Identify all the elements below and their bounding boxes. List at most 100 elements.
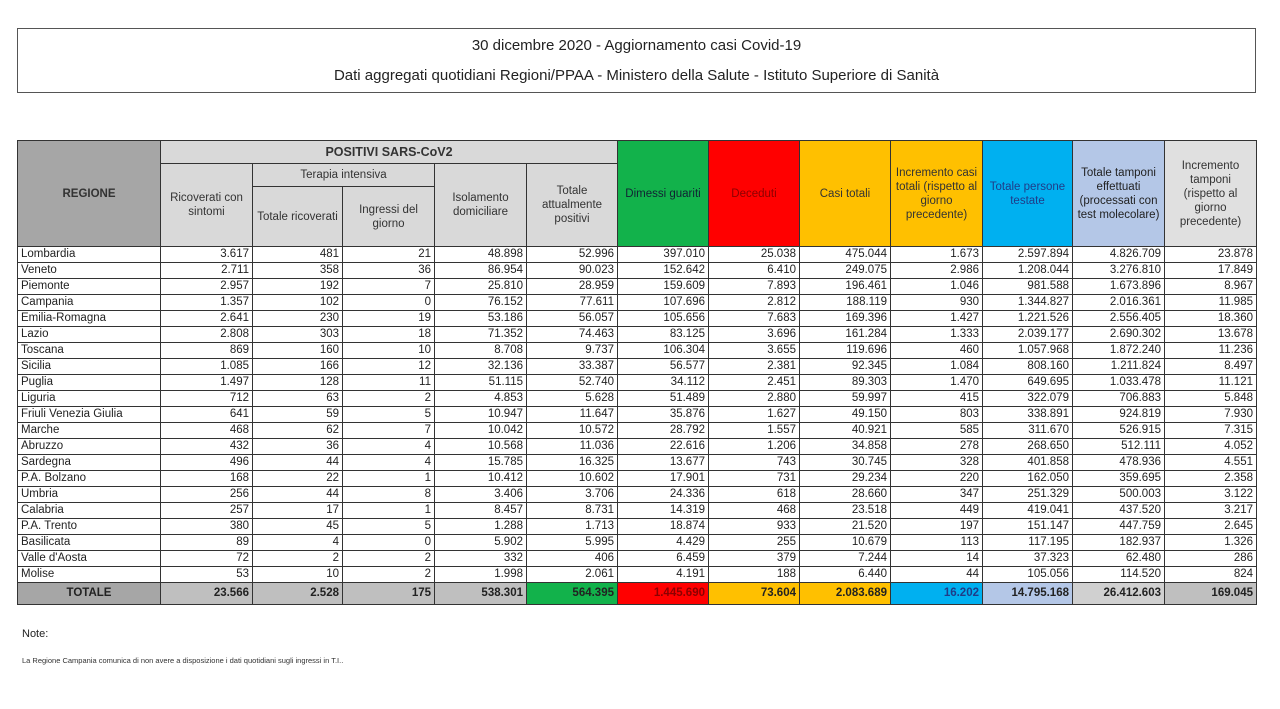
value-cell: 401.858: [982, 454, 1073, 471]
value-cell: 26.412.603: [1072, 582, 1165, 605]
value-cell: 7.315: [1164, 422, 1257, 439]
value-cell: 0: [342, 534, 435, 551]
region-cell: Valle d'Aosta: [17, 550, 161, 567]
value-cell: 3.706: [526, 486, 618, 503]
region-cell: Abruzzo: [17, 438, 161, 455]
value-cell: 23.566: [160, 582, 253, 605]
table-row: Abruzzo 432 36 4 10.568 11.036 22.616 1.206 34.8…: [17, 438, 1257, 455]
value-cell: 10: [342, 342, 435, 359]
table-row: Piemonte 2.957 192 7 25.810 28.959 159.609 7.89…: [17, 278, 1257, 295]
value-cell: 169.396: [799, 310, 891, 327]
value-cell: 2.451: [708, 374, 800, 391]
value-cell: 25.810: [434, 278, 527, 295]
table-row: P.A. Trento 380 45 5 1.288 1.713 18.874 933 21.5…: [17, 518, 1257, 535]
value-cell: 49.150: [799, 406, 891, 423]
value-cell: 1.344.827: [982, 294, 1073, 311]
header-dimessi: Dimessi guariti: [617, 140, 709, 247]
value-cell: 869: [160, 342, 253, 359]
value-cell: 981.588: [982, 278, 1073, 295]
region-cell: Basilicata: [17, 534, 161, 551]
value-cell: 2: [342, 550, 435, 567]
table-row: Puglia 1.497 128 11 51.115 52.740 34.112 2.451 8…: [17, 374, 1257, 391]
value-cell: 160: [252, 342, 343, 359]
table-row: Campania 1.357 102 0 76.152 77.611 107.696 2.81…: [17, 294, 1257, 311]
value-cell: 358: [252, 262, 343, 279]
value-cell: 5.995: [526, 534, 618, 551]
value-cell: 152.642: [617, 262, 709, 279]
value-cell: 35.876: [617, 406, 709, 423]
header-deceduti: Deceduti: [708, 140, 800, 247]
table-row: Emilia-Romagna 2.641 230 19 53.186 56.057 105.…: [17, 310, 1257, 327]
value-cell: 34.858: [799, 438, 891, 455]
value-cell: 52.740: [526, 374, 618, 391]
value-cell: 107.696: [617, 294, 709, 311]
value-cell: 11.236: [1164, 342, 1257, 359]
value-cell: 17.849: [1164, 262, 1257, 279]
value-cell: 1.206: [708, 438, 800, 455]
region-cell: P.A. Trento: [17, 518, 161, 535]
header-terapia-intensiva: Terapia intensiva: [252, 163, 435, 187]
value-cell: 311.670: [982, 422, 1073, 439]
region-cell: TOTALE: [17, 582, 161, 605]
value-cell: 166: [252, 358, 343, 375]
value-cell: 2.711: [160, 262, 253, 279]
value-cell: 169.045: [1164, 582, 1257, 605]
value-cell: 33.387: [526, 358, 618, 375]
region-cell: Puglia: [17, 374, 161, 391]
header-casi-totali: Casi totali: [799, 140, 891, 247]
value-cell: 564.395: [526, 582, 618, 605]
value-cell: 119.696: [799, 342, 891, 359]
value-cell: 2.957: [160, 278, 253, 295]
value-cell: 268.650: [982, 438, 1073, 455]
value-cell: 2.358: [1164, 470, 1257, 487]
value-cell: 1.872.240: [1072, 342, 1165, 359]
value-cell: 36: [342, 262, 435, 279]
value-cell: 19: [342, 310, 435, 327]
region-cell: Friuli Venezia Giulia: [17, 406, 161, 423]
value-cell: 1.673.896: [1072, 278, 1165, 295]
table-row: Marche 468 62 7 10.042 10.572 28.792 1.557 40.92…: [17, 422, 1257, 439]
table-body: Lombardia 3.617 481 21 48.898 52.996 397.010 25…: [17, 246, 1257, 605]
region-cell: Sicilia: [17, 358, 161, 375]
value-cell: 23.518: [799, 502, 891, 519]
value-cell: 2.528: [252, 582, 343, 605]
value-cell: 73.604: [708, 582, 800, 605]
value-cell: 23.878: [1164, 246, 1257, 263]
value-cell: 3.696: [708, 326, 800, 343]
value-cell: 379: [708, 550, 800, 567]
value-cell: 8.731: [526, 502, 618, 519]
value-cell: 230: [252, 310, 343, 327]
value-cell: 10.568: [434, 438, 527, 455]
region-cell: Calabria: [17, 502, 161, 519]
value-cell: 2.556.405: [1072, 310, 1165, 327]
value-cell: 5: [342, 518, 435, 535]
value-cell: 7.893: [708, 278, 800, 295]
value-cell: 347: [890, 486, 983, 503]
value-cell: 102: [252, 294, 343, 311]
value-cell: 8.967: [1164, 278, 1257, 295]
table-row: P.A. Bolzano 168 22 1 10.412 10.602 17.901 731 2…: [17, 470, 1257, 487]
value-cell: 1.221.526: [982, 310, 1073, 327]
value-cell: 7.683: [708, 310, 800, 327]
value-cell: 188.119: [799, 294, 891, 311]
value-cell: 196.461: [799, 278, 891, 295]
table-row: Sardegna 496 44 4 15.785 16.325 13.677 743 30.74…: [17, 454, 1257, 471]
value-cell: 114.520: [1072, 566, 1165, 583]
value-cell: 924.819: [1072, 406, 1165, 423]
region-cell: Sardegna: [17, 454, 161, 471]
value-cell: 2.645: [1164, 518, 1257, 535]
value-cell: 28.792: [617, 422, 709, 439]
value-cell: 28.660: [799, 486, 891, 503]
totals-row: TOTALE 23.566 2.528 175 538.301 564.395 1.445.…: [17, 582, 1257, 605]
region-cell: Toscana: [17, 342, 161, 359]
value-cell: 5.628: [526, 390, 618, 407]
value-cell: 2.597.894: [982, 246, 1073, 263]
report-title: 30 dicembre 2020 - Aggiornamento casi Co…: [471, 37, 802, 54]
value-cell: 2.061: [526, 566, 618, 583]
value-cell: 249.075: [799, 262, 891, 279]
notes-label: Note:: [22, 628, 49, 640]
region-cell: Umbria: [17, 486, 161, 503]
value-cell: 706.883: [1072, 390, 1165, 407]
value-cell: 62.480: [1072, 550, 1165, 567]
value-cell: 933: [708, 518, 800, 535]
